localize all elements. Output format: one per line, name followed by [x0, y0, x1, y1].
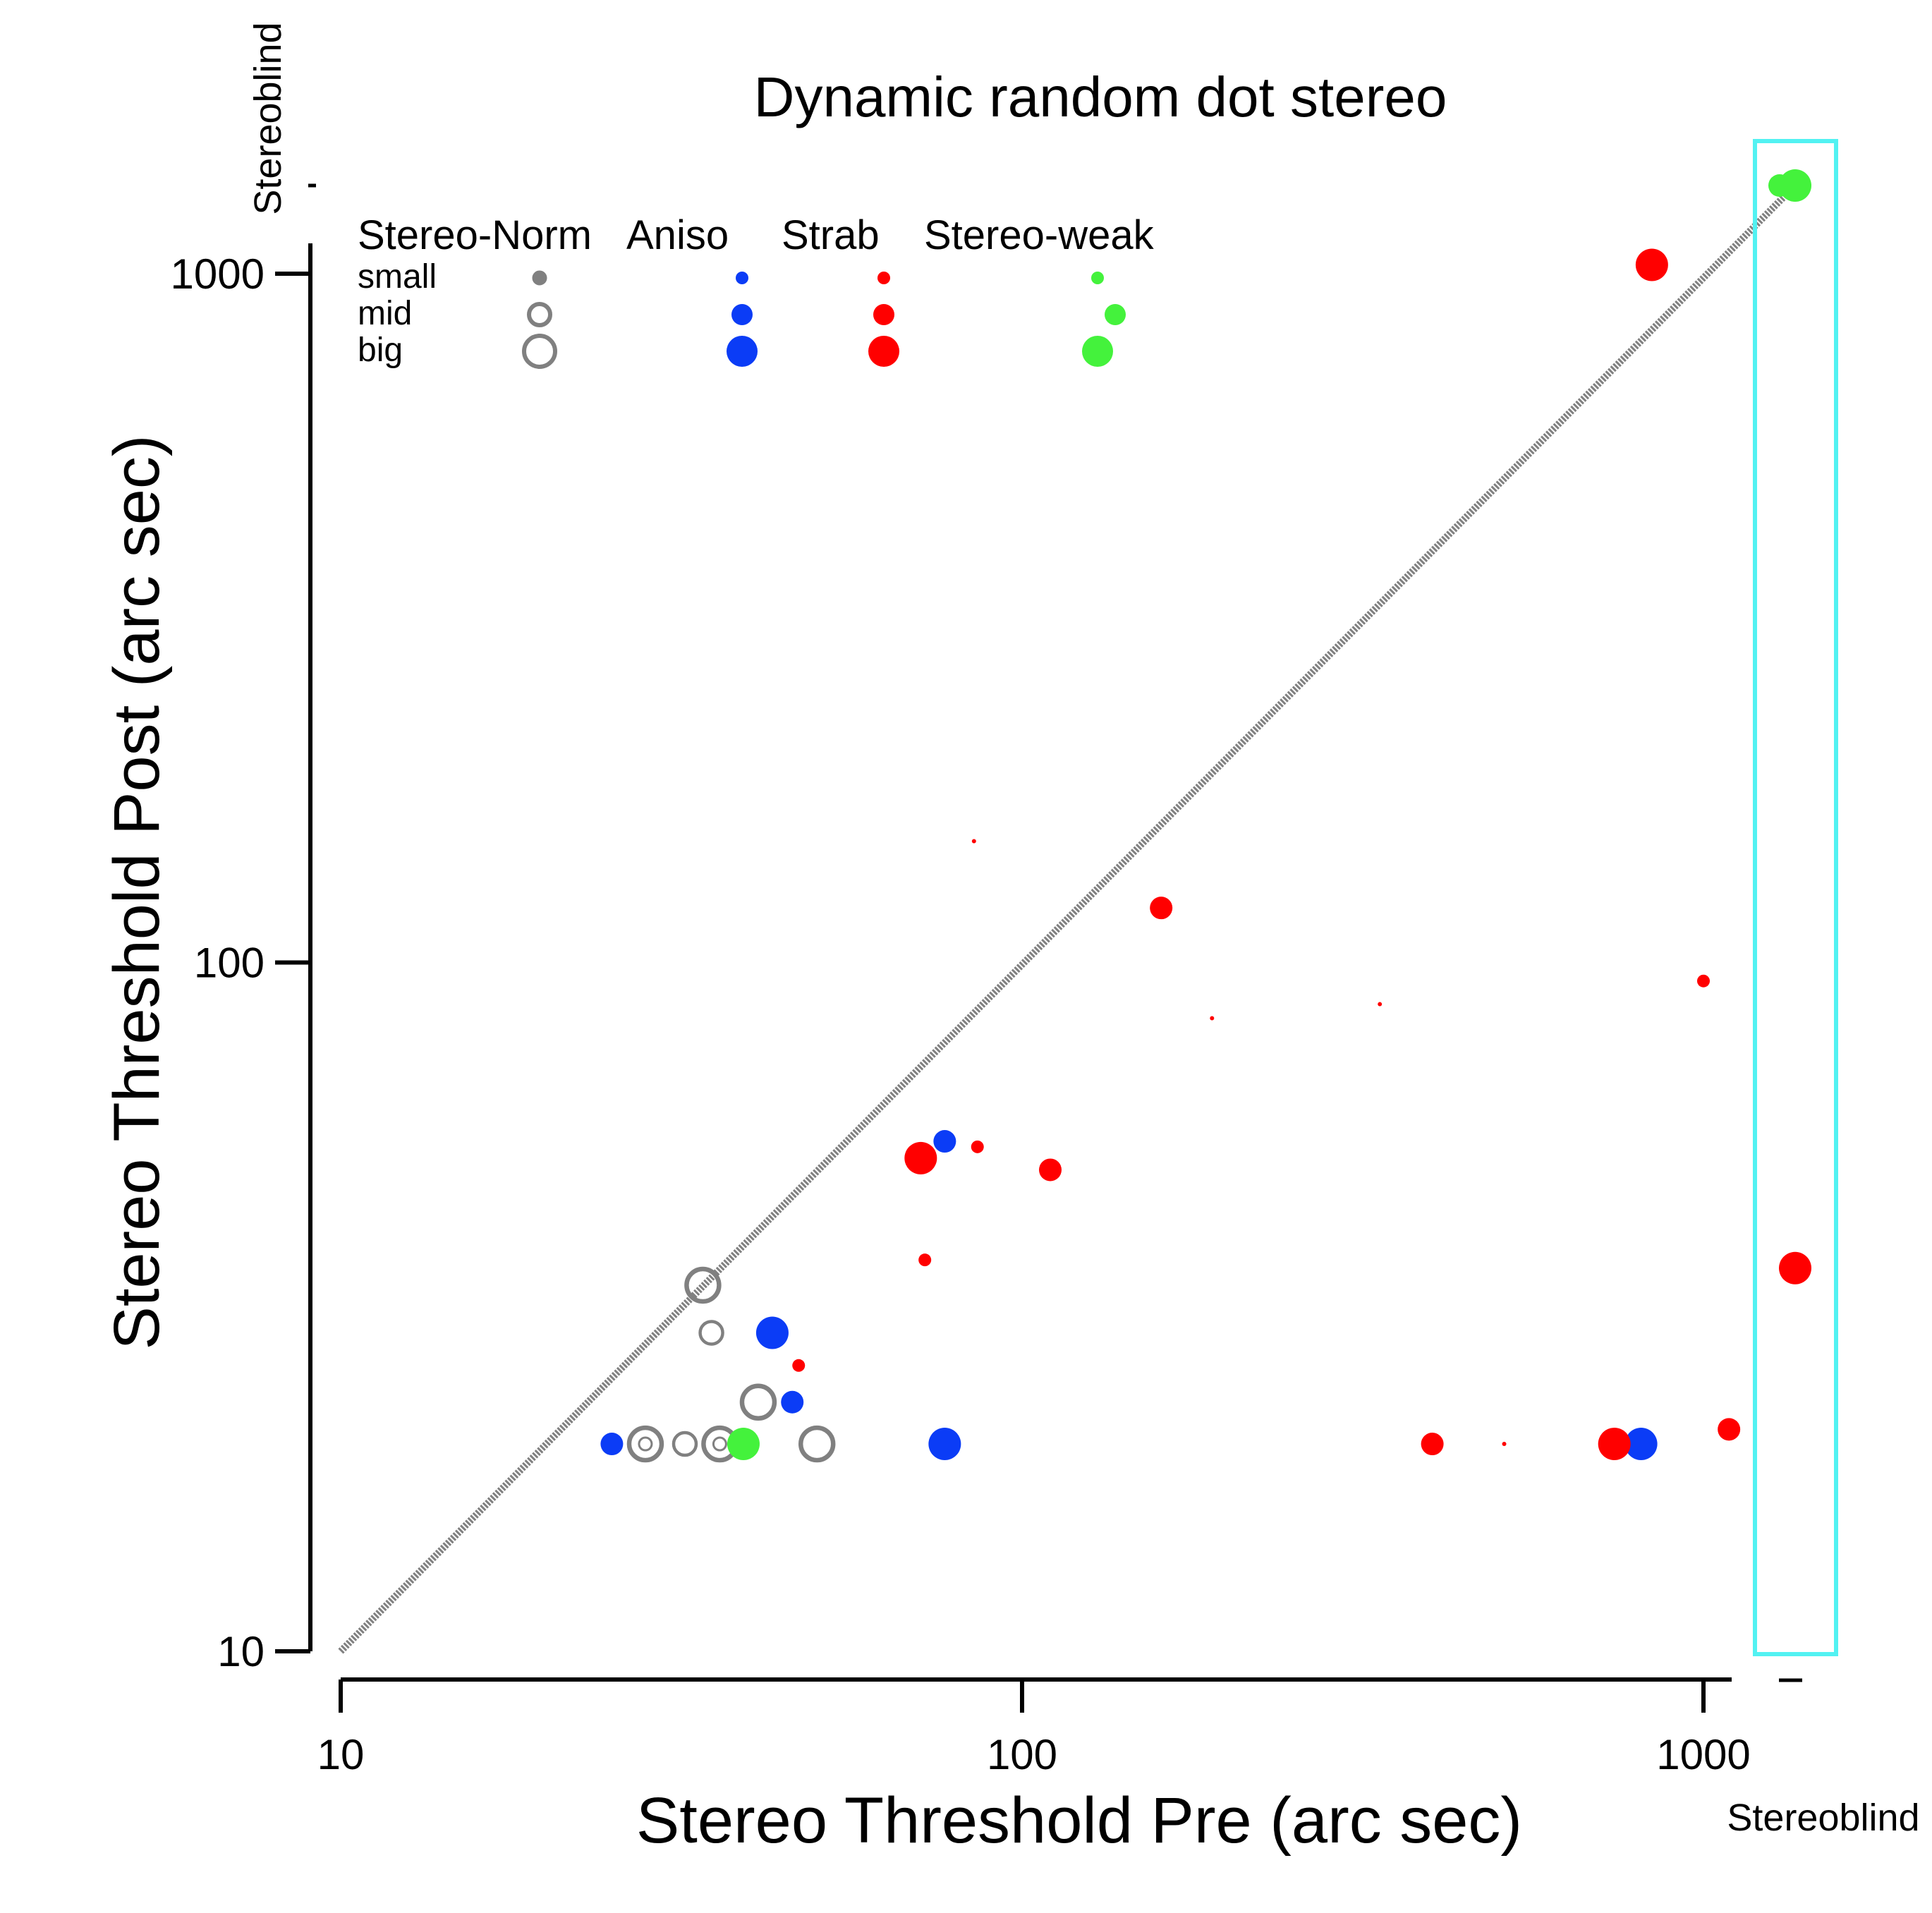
point-stereo-norm — [712, 1436, 727, 1452]
point-stereo-norm — [739, 1383, 777, 1421]
y-tick-label: 1000 — [171, 250, 265, 298]
point-stereo-weak — [1768, 174, 1791, 197]
legend-marker-strab-big — [868, 336, 899, 367]
x-tick-label: 10 — [317, 1731, 365, 1778]
legend-marker-stereo-norm-big — [522, 334, 557, 369]
legend-heading-stereo-weak: Stereo-weak — [924, 212, 1155, 258]
point-aniso — [928, 1428, 961, 1461]
point-strab — [1718, 1418, 1741, 1441]
legend-size-small: small — [358, 258, 437, 296]
unity-line — [338, 193, 1787, 1654]
x-axis-label: Stereo Threshold Pre (arc sec) — [636, 1785, 1522, 1857]
y-tick-label: 10 — [217, 1628, 265, 1675]
point-strab — [1635, 248, 1668, 281]
point-strab — [1210, 1016, 1215, 1021]
legend-size-mid: mid — [358, 295, 412, 332]
x-tick-label: 1000 — [1656, 1731, 1750, 1778]
legend-marker-stereo-norm-mid — [527, 302, 552, 327]
point-strab — [792, 1359, 806, 1372]
stereoblind-region-box — [1753, 139, 1838, 1656]
point-aniso — [1624, 1428, 1658, 1461]
point-strab — [1598, 1428, 1631, 1461]
legend-marker-aniso-small — [736, 272, 748, 284]
y-tick-label: 100 — [194, 940, 265, 987]
point-stereo-norm — [684, 1266, 722, 1304]
x-ticks: 10 100 1000 — [317, 1680, 1751, 1778]
point-stereo-norm — [638, 1436, 653, 1452]
point-aniso — [755, 1316, 789, 1349]
y-axis-label: Stereo Threshold Post (arc sec) — [101, 435, 173, 1349]
point-aniso — [781, 1390, 804, 1414]
legend-marker-strab-small — [877, 272, 890, 284]
y-stereoblind-label: Stereoblind — [247, 22, 289, 214]
legend-marker-strab-mid — [873, 304, 894, 325]
point-strab — [971, 839, 976, 844]
y-ticks: 10 100 1000 — [171, 250, 310, 1675]
point-strab — [1150, 897, 1173, 920]
point-strab — [1779, 1251, 1811, 1285]
x-tick-label: 100 — [987, 1731, 1057, 1778]
point-aniso — [600, 1433, 624, 1456]
point-strab — [1502, 1442, 1507, 1447]
legend: Stereo-Norm Aniso Strab Stereo-weak smal… — [358, 212, 1155, 369]
point-stereo-norm — [672, 1431, 698, 1457]
legend-marker-aniso-big — [727, 336, 758, 367]
point-strab — [904, 1141, 937, 1174]
legend-marker-stereo-norm-small — [532, 270, 547, 286]
point-stereo-weak — [727, 1428, 760, 1461]
point-strab — [918, 1253, 932, 1267]
legend-marker-stereo-weak-mid — [1105, 304, 1126, 325]
legend-size-big: big — [358, 332, 403, 369]
chart-title: Dynamic random dot stereo — [754, 66, 1447, 128]
point-strab — [1697, 974, 1710, 988]
point-strab — [971, 1140, 984, 1153]
point-aniso — [933, 1130, 956, 1153]
point-strab — [1378, 1002, 1383, 1007]
data-points — [600, 169, 1811, 1463]
legend-markers — [522, 270, 1126, 369]
x-stereoblind-label: Stereoblind — [1727, 1797, 1919, 1839]
point-stereo-norm — [698, 1320, 724, 1346]
legend-heading-stereo-norm: Stereo-Norm — [358, 212, 592, 258]
legend-marker-stereo-weak-small — [1091, 272, 1104, 284]
point-stereo-norm — [626, 1425, 664, 1463]
legend-marker-aniso-mid — [731, 304, 753, 325]
legend-marker-stereo-weak-big — [1082, 336, 1113, 367]
point-strab — [1421, 1433, 1444, 1456]
legend-heading-strab: Strab — [782, 212, 880, 258]
point-strab — [1038, 1158, 1062, 1182]
legend-heading-aniso: Aniso — [626, 212, 729, 258]
y-axis — [308, 183, 316, 1651]
point-stereo-norm — [798, 1425, 836, 1463]
